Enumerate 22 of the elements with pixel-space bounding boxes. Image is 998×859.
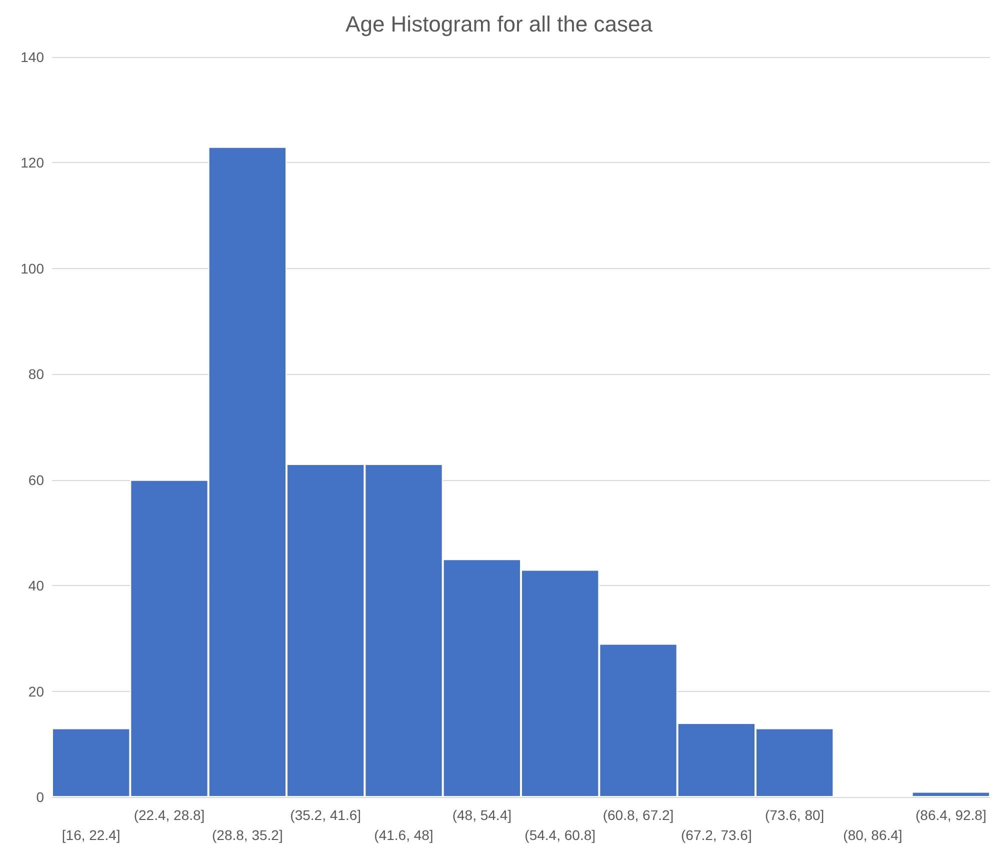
y-tick-label: 100	[20, 260, 44, 276]
chart-title: Age Histogram for all the casea	[346, 12, 654, 36]
x-tick-label: (86.4, 92.8]	[916, 807, 986, 823]
y-tick-label: 80	[28, 366, 44, 382]
x-tick-label: (80, 86.4]	[843, 827, 902, 843]
y-tick-label: 60	[28, 472, 44, 488]
x-tick-label: (67.2, 73.6]	[681, 827, 752, 843]
x-tick-label: (35.2, 41.6]	[290, 807, 361, 823]
y-tick-label: 0	[36, 789, 44, 805]
x-tick-label: [16, 22.4]	[62, 827, 120, 843]
x-tick-label: (54.4, 60.8]	[524, 827, 596, 843]
x-tick-label: (22.4, 28.8]	[134, 807, 205, 823]
x-tick-label: (48, 54.4]	[452, 807, 512, 823]
y-tick-label: 40	[28, 578, 44, 594]
y-tick-label: 120	[20, 154, 44, 171]
y-tick-label: 20	[28, 683, 44, 700]
x-tick-label: (60.8, 67.2]	[602, 807, 674, 823]
x-tick-label: (73.6, 80]	[765, 807, 824, 823]
bar	[912, 792, 990, 797]
x-tick-label: (41.6, 48]	[374, 827, 434, 843]
x-tick-label: (28.8, 35.2]	[212, 827, 283, 843]
y-tick-label: 140	[20, 49, 44, 65]
